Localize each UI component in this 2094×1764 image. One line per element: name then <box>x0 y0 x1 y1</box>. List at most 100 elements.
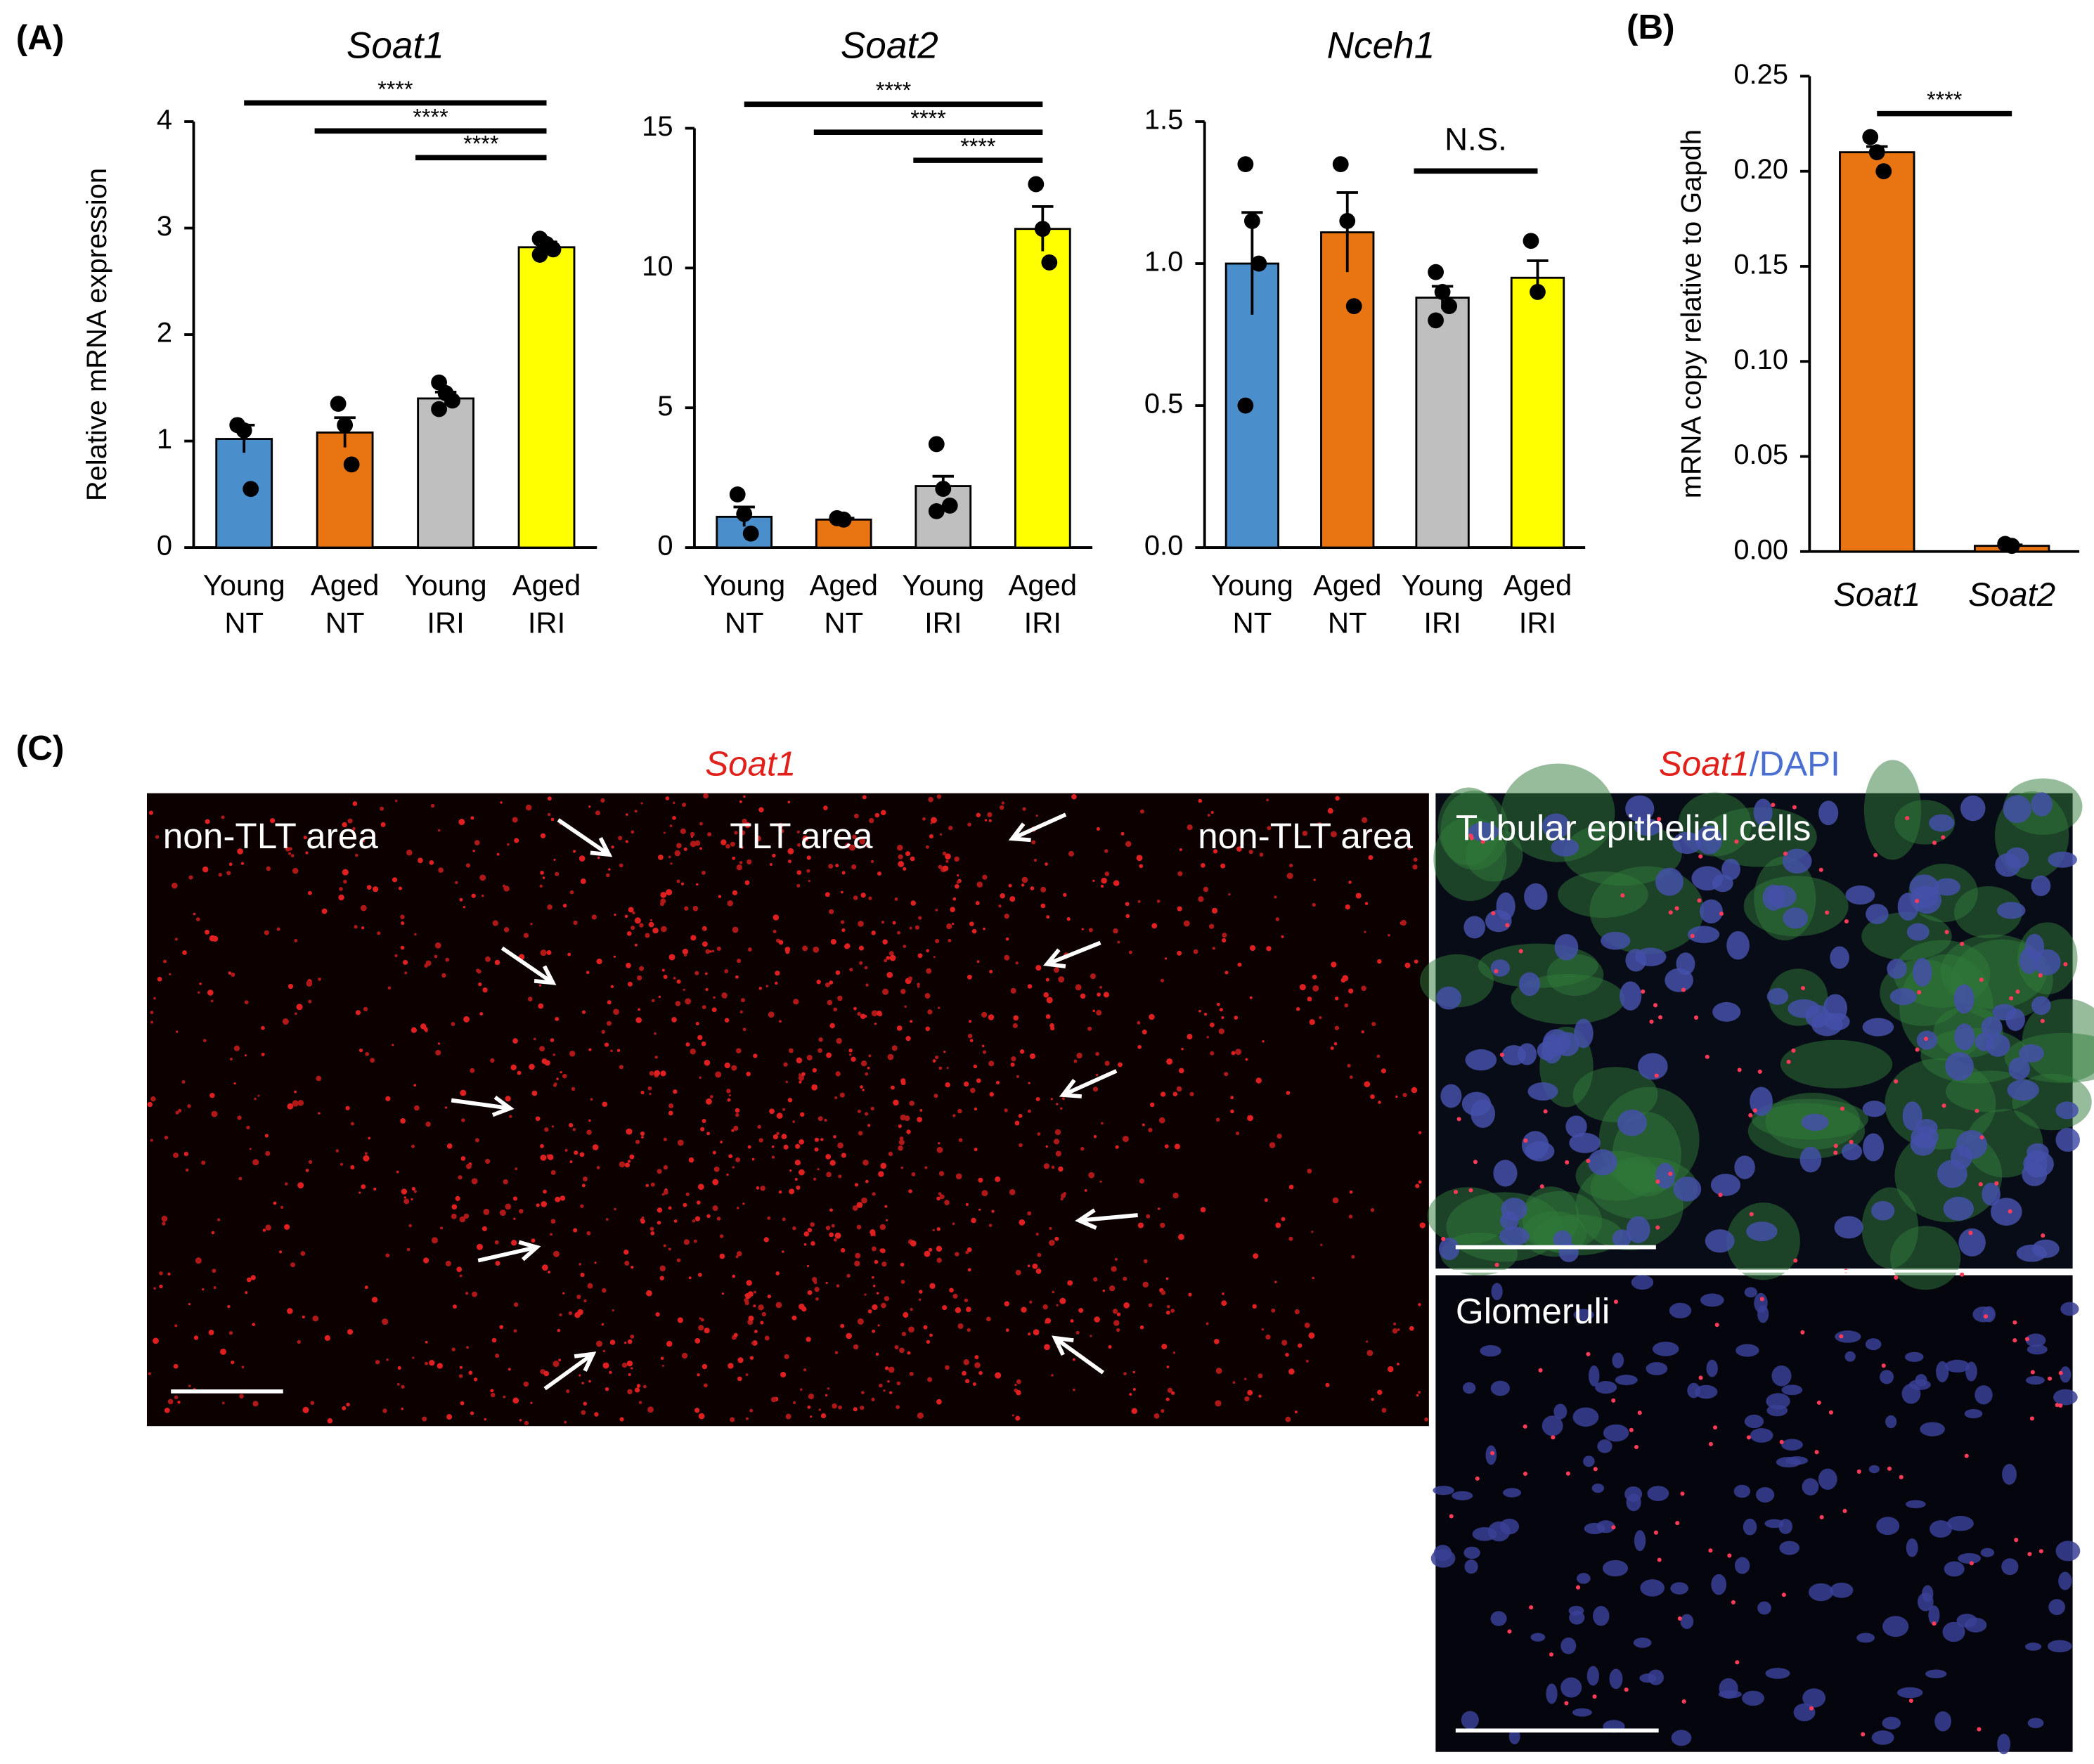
signal-dot <box>702 1005 706 1009</box>
nucleus <box>1830 946 1849 969</box>
signal-dot <box>868 1054 872 1058</box>
signal-dot <box>1833 1150 1838 1155</box>
signal-dot <box>735 1108 740 1113</box>
signal-dot <box>694 1337 701 1344</box>
signal-dot <box>1941 1103 1946 1108</box>
signal-dot <box>627 1389 633 1394</box>
signal-dot <box>1340 978 1346 983</box>
signal-dot <box>1076 1052 1082 1059</box>
signal-dot <box>591 914 597 920</box>
signal-dot <box>1779 1439 1784 1444</box>
signal-dot <box>749 1408 754 1413</box>
signal-dot <box>705 987 709 992</box>
signal-dot <box>351 829 355 834</box>
data-point <box>243 481 259 498</box>
signal-dot <box>936 794 942 799</box>
signal-dot <box>828 864 834 869</box>
signal-dot <box>938 1066 943 1070</box>
signal-dot <box>906 1129 911 1134</box>
signal-dot <box>825 1281 828 1285</box>
signal-dot <box>1960 1272 1965 1277</box>
signal-dot <box>1311 1231 1314 1233</box>
signal-dot <box>1071 793 1077 800</box>
signal-dot <box>1468 834 1473 838</box>
signal-dot <box>576 1295 581 1299</box>
nucleus <box>1964 1408 1983 1419</box>
signal-dot <box>693 1239 697 1243</box>
signal-dot <box>896 1405 900 1409</box>
signal-dot <box>613 955 616 958</box>
signal-dot <box>965 1250 969 1254</box>
nucleus <box>1953 984 1975 1014</box>
signal-dot <box>869 817 874 824</box>
signal-dot <box>829 1232 834 1238</box>
signal-dot <box>829 1160 836 1166</box>
signal-dot <box>485 1158 491 1165</box>
signal-dot <box>1705 1054 1710 1059</box>
signal-dot <box>1236 846 1242 852</box>
signal-dot <box>239 1394 244 1399</box>
signal-dot <box>195 917 200 921</box>
signal-dot <box>1198 1009 1201 1013</box>
signal-dot <box>490 1058 495 1063</box>
nucleus <box>1609 1668 1623 1690</box>
signal-dot <box>358 1191 361 1194</box>
signal-dot <box>543 1370 550 1377</box>
signal-dot <box>737 1376 742 1382</box>
data-point <box>729 486 746 502</box>
signal-dot <box>471 893 476 898</box>
signal-dot <box>1021 883 1025 887</box>
signal-dot <box>975 901 980 906</box>
signal-dot <box>814 1137 819 1142</box>
arrow <box>543 1352 595 1391</box>
signal-dot <box>577 1309 583 1316</box>
signal-dot <box>400 945 405 950</box>
signal-dot <box>719 1253 725 1259</box>
significance-label: **** <box>876 78 912 103</box>
signal-dot <box>547 796 552 801</box>
signal-dot <box>796 830 800 834</box>
signal-dot <box>608 868 611 871</box>
signal-dot <box>290 1262 296 1268</box>
data-point <box>1862 129 1879 145</box>
signal-dot <box>682 948 689 955</box>
significance-label: **** <box>1927 87 1963 112</box>
signal-dot <box>976 1078 981 1084</box>
signal-dot <box>1366 1349 1374 1356</box>
signal-dot <box>952 897 957 901</box>
signal-dot <box>1072 1388 1075 1392</box>
signal-dot <box>1968 1231 1973 1236</box>
nucleus <box>1928 1605 1940 1626</box>
nucleus <box>1912 886 1942 914</box>
signal-dot <box>1712 1425 1718 1430</box>
signal-dot <box>472 1291 478 1297</box>
signal-dot <box>1549 1652 1554 1657</box>
signal-dot <box>877 871 881 876</box>
signal-dot <box>1873 852 1878 857</box>
signal-dot <box>721 1292 725 1295</box>
nucleus <box>1930 1520 1952 1538</box>
signal-dot <box>807 1228 813 1233</box>
signal-dot <box>1143 1259 1148 1264</box>
signal-dot <box>238 1176 243 1181</box>
signal-dot <box>288 847 292 851</box>
signal-dot <box>758 1138 763 1143</box>
signal-dot <box>1212 947 1215 950</box>
signal-dot <box>1029 1300 1033 1304</box>
signal-dot <box>963 1359 969 1366</box>
signal-dot <box>698 1325 704 1331</box>
signal-dot <box>861 1197 867 1204</box>
signal-dot <box>665 796 670 800</box>
signal-dot <box>668 855 671 859</box>
arrow-head <box>1042 948 1066 968</box>
signal-dot <box>1407 846 1411 850</box>
nucleus <box>1934 1711 1951 1732</box>
signal-dot <box>1059 1297 1066 1304</box>
signal-dot <box>335 1149 340 1153</box>
inset-title-part: Soat1 <box>1659 745 1750 784</box>
signal-dot <box>1749 1212 1754 1217</box>
signal-dot <box>936 1146 943 1153</box>
signal-dot <box>919 1108 923 1112</box>
nucleus <box>1496 892 1515 921</box>
signal-dot <box>508 1368 511 1371</box>
